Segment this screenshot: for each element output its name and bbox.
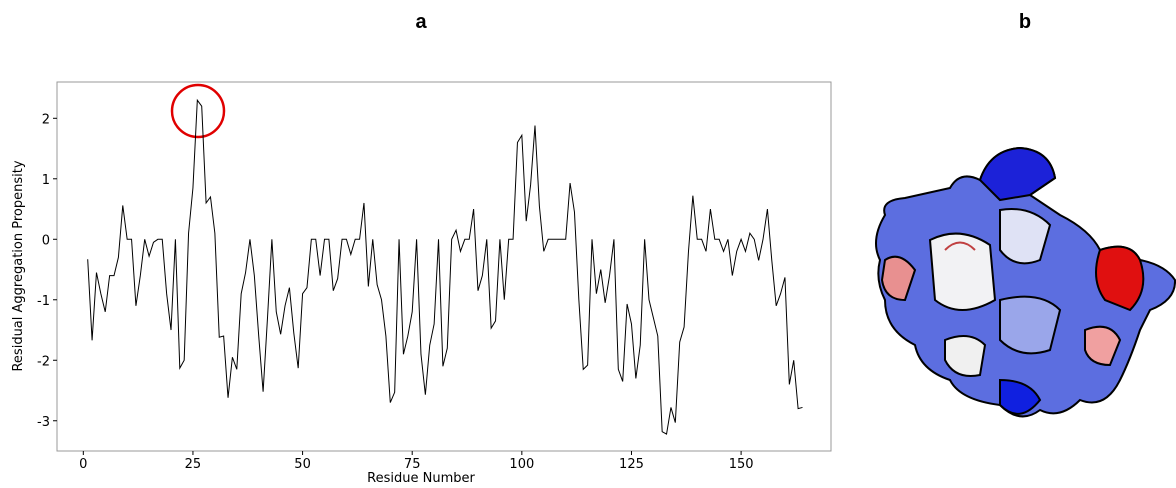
highlight-circle xyxy=(170,83,226,139)
plot-frame xyxy=(56,81,832,452)
y-tick-label: 2 xyxy=(42,112,50,127)
x-tick-label: 100 xyxy=(509,457,534,472)
y-axis-label: Residual Aggregation Propensity xyxy=(11,160,26,371)
data-line xyxy=(87,98,803,435)
x-axis-label: Residue Number xyxy=(367,471,475,486)
protein-surface xyxy=(875,146,1176,418)
y-tick-label: -2 xyxy=(37,354,50,369)
x-tick-label: 75 xyxy=(404,457,421,472)
y-tick-label: 1 xyxy=(42,173,50,188)
x-tick-label: 125 xyxy=(619,457,644,472)
panel-label: b xyxy=(1019,11,1031,33)
y-tick-label: -3 xyxy=(37,415,50,430)
y-tick-label: 0 xyxy=(42,233,50,248)
x-tick-label: 25 xyxy=(185,457,202,472)
panel-label: a xyxy=(415,11,427,33)
y-tick-label: -1 xyxy=(37,294,50,309)
x-tick-label: 150 xyxy=(729,457,754,472)
x-tick-label: 50 xyxy=(294,457,311,472)
x-tick-label: 0 xyxy=(79,457,87,472)
